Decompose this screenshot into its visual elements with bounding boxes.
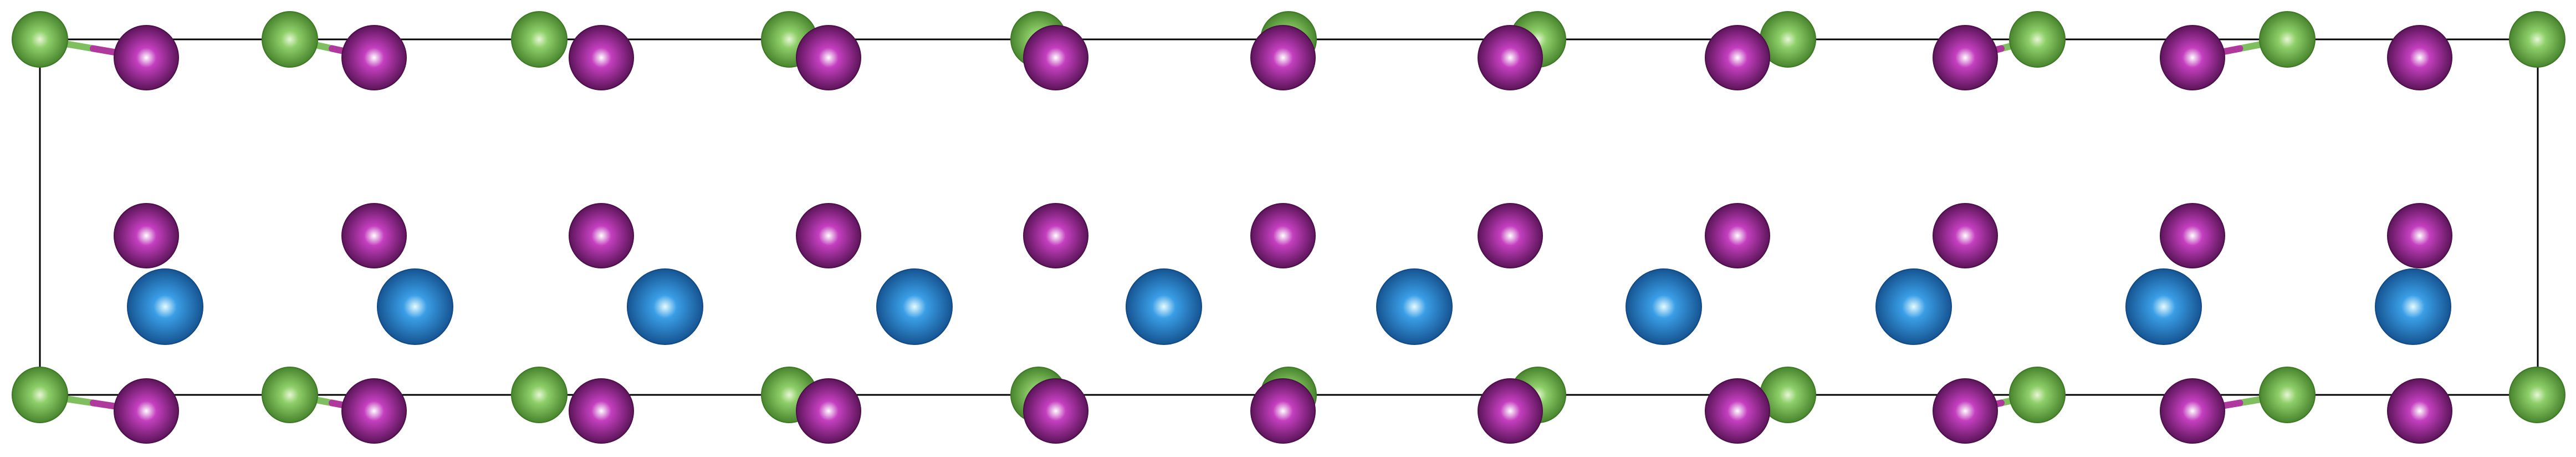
- magenta-atom: [114, 378, 179, 444]
- magenta-atom: [2387, 25, 2452, 90]
- magenta-atom: [2160, 378, 2225, 444]
- blue-atom: [2375, 268, 2451, 345]
- magenta-atom: [796, 203, 861, 268]
- magenta-atom: [1705, 25, 1770, 90]
- magenta-atom: [1023, 25, 1088, 90]
- magenta-atom: [1705, 378, 1770, 444]
- magenta-atom: [569, 203, 634, 268]
- magenta-atom: [341, 203, 407, 268]
- magenta-atom: [1250, 203, 1316, 268]
- magenta-atom: [1023, 378, 1088, 444]
- green-atom: [511, 11, 568, 68]
- magenta-atom: [2160, 25, 2225, 90]
- magenta-atom: [114, 203, 179, 268]
- blue-atom: [1376, 268, 1453, 345]
- magenta-atom: [1478, 25, 1543, 90]
- magenta-atom: [2387, 203, 2452, 268]
- magenta-atom: [341, 25, 407, 90]
- magenta-atom: [569, 378, 634, 444]
- magenta-atom: [114, 25, 179, 90]
- magenta-atom: [1933, 203, 1998, 268]
- magenta-atom: [1250, 25, 1316, 90]
- magenta-atom: [1933, 378, 1998, 444]
- blue-atom: [1875, 268, 1952, 345]
- blue-atom: [1626, 268, 1702, 345]
- green-atom: [262, 11, 318, 68]
- magenta-atom: [2387, 378, 2452, 444]
- green-atom: [12, 367, 68, 423]
- magenta-atom: [1933, 25, 1998, 90]
- blue-atom: [627, 268, 703, 345]
- atom-layer: [12, 11, 2565, 444]
- blue-atom: [377, 268, 453, 345]
- blue-atom: [2125, 268, 2202, 345]
- blue-atom: [1126, 268, 1202, 345]
- green-atom: [511, 367, 568, 423]
- magenta-atom: [1250, 378, 1316, 444]
- magenta-atom: [569, 25, 634, 90]
- magenta-atom: [1705, 203, 1770, 268]
- magenta-atom: [796, 378, 861, 444]
- green-atom: [2259, 367, 2316, 423]
- blue-atom: [127, 268, 203, 345]
- green-atom: [2509, 367, 2565, 423]
- magenta-atom: [796, 25, 861, 90]
- magenta-atom: [1023, 203, 1088, 268]
- green-atom: [2259, 11, 2316, 68]
- green-atom: [12, 11, 68, 68]
- green-atom: [262, 367, 318, 423]
- green-atom: [2009, 367, 2066, 423]
- magenta-atom: [2160, 203, 2225, 268]
- magenta-atom: [341, 378, 407, 444]
- green-atom: [2009, 11, 2066, 68]
- magenta-atom: [1478, 203, 1543, 268]
- magenta-atom: [1478, 378, 1543, 444]
- green-atom: [2509, 11, 2565, 68]
- blue-atom: [876, 268, 953, 345]
